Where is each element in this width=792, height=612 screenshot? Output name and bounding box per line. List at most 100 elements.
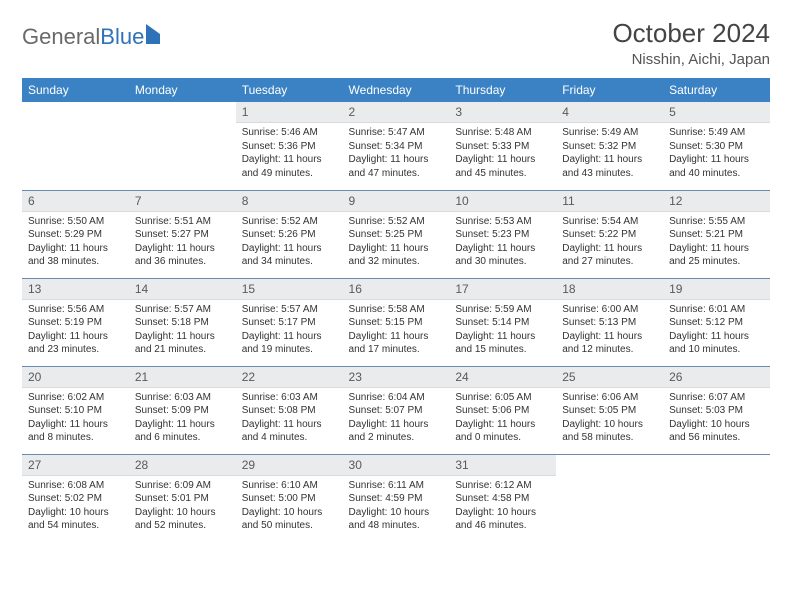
weekday-header: Tuesday	[236, 78, 343, 102]
calendar-day-cell: 25Sunrise: 6:06 AMSunset: 5:05 PMDayligh…	[556, 366, 663, 454]
day-number: 9	[343, 191, 450, 212]
sunrise-line: Sunrise: 6:03 AM	[135, 391, 230, 405]
sunset-line: Sunset: 5:07 PM	[349, 404, 444, 418]
day-number: 18	[556, 279, 663, 300]
day-number: 12	[663, 191, 770, 212]
day-details: Sunrise: 5:59 AMSunset: 5:14 PMDaylight:…	[449, 300, 556, 361]
calendar-day-cell: 5Sunrise: 5:49 AMSunset: 5:30 PMDaylight…	[663, 102, 770, 190]
calendar-day-cell: 4Sunrise: 5:49 AMSunset: 5:32 PMDaylight…	[556, 102, 663, 190]
sunset-line: Sunset: 5:36 PM	[242, 140, 337, 154]
sunrise-line: Sunrise: 5:52 AM	[349, 215, 444, 229]
calendar-day-cell	[556, 454, 663, 542]
sunset-line: Sunset: 5:34 PM	[349, 140, 444, 154]
calendar-day-cell: 24Sunrise: 6:05 AMSunset: 5:06 PMDayligh…	[449, 366, 556, 454]
sunrise-line: Sunrise: 5:51 AM	[135, 215, 230, 229]
sunrise-line: Sunrise: 5:48 AM	[455, 126, 550, 140]
day-number: 24	[449, 367, 556, 388]
daylight-line: Daylight: 11 hours and 45 minutes.	[455, 153, 550, 180]
sunrise-line: Sunrise: 6:08 AM	[28, 479, 123, 493]
day-details: Sunrise: 5:53 AMSunset: 5:23 PMDaylight:…	[449, 212, 556, 273]
sunrise-line: Sunrise: 5:58 AM	[349, 303, 444, 317]
calendar-day-cell: 28Sunrise: 6:09 AMSunset: 5:01 PMDayligh…	[129, 454, 236, 542]
day-number: 1	[236, 102, 343, 123]
calendar-day-cell: 19Sunrise: 6:01 AMSunset: 5:12 PMDayligh…	[663, 278, 770, 366]
daylight-line: Daylight: 11 hours and 0 minutes.	[455, 418, 550, 445]
day-details: Sunrise: 5:49 AMSunset: 5:32 PMDaylight:…	[556, 123, 663, 184]
sunset-line: Sunset: 5:15 PM	[349, 316, 444, 330]
day-details: Sunrise: 6:08 AMSunset: 5:02 PMDaylight:…	[22, 476, 129, 537]
day-number: 10	[449, 191, 556, 212]
sunrise-line: Sunrise: 6:07 AM	[669, 391, 764, 405]
day-number: 7	[129, 191, 236, 212]
day-details: Sunrise: 6:03 AMSunset: 5:09 PMDaylight:…	[129, 388, 236, 449]
daylight-line: Daylight: 10 hours and 48 minutes.	[349, 506, 444, 533]
sunset-line: Sunset: 5:14 PM	[455, 316, 550, 330]
calendar-day-cell: 18Sunrise: 6:00 AMSunset: 5:13 PMDayligh…	[556, 278, 663, 366]
day-number: 28	[129, 455, 236, 476]
day-number: 5	[663, 102, 770, 123]
sunrise-line: Sunrise: 6:00 AM	[562, 303, 657, 317]
sunset-line: Sunset: 5:06 PM	[455, 404, 550, 418]
calendar-day-cell	[663, 454, 770, 542]
daylight-line: Daylight: 11 hours and 8 minutes.	[28, 418, 123, 445]
calendar-day-cell: 12Sunrise: 5:55 AMSunset: 5:21 PMDayligh…	[663, 190, 770, 278]
calendar-day-cell: 26Sunrise: 6:07 AMSunset: 5:03 PMDayligh…	[663, 366, 770, 454]
calendar-day-cell: 31Sunrise: 6:12 AMSunset: 4:58 PMDayligh…	[449, 454, 556, 542]
day-number: 8	[236, 191, 343, 212]
calendar-day-cell: 16Sunrise: 5:58 AMSunset: 5:15 PMDayligh…	[343, 278, 450, 366]
day-details: Sunrise: 6:00 AMSunset: 5:13 PMDaylight:…	[556, 300, 663, 361]
weekday-header: Friday	[556, 78, 663, 102]
day-details: Sunrise: 6:10 AMSunset: 5:00 PMDaylight:…	[236, 476, 343, 537]
sunset-line: Sunset: 5:00 PM	[242, 492, 337, 506]
sunrise-line: Sunrise: 6:03 AM	[242, 391, 337, 405]
calendar-day-cell: 23Sunrise: 6:04 AMSunset: 5:07 PMDayligh…	[343, 366, 450, 454]
sunrise-line: Sunrise: 5:57 AM	[242, 303, 337, 317]
weekday-header-row: Sunday Monday Tuesday Wednesday Thursday…	[22, 78, 770, 102]
day-details: Sunrise: 5:48 AMSunset: 5:33 PMDaylight:…	[449, 123, 556, 184]
day-details: Sunrise: 5:52 AMSunset: 5:26 PMDaylight:…	[236, 212, 343, 273]
day-details: Sunrise: 6:09 AMSunset: 5:01 PMDaylight:…	[129, 476, 236, 537]
calendar-day-cell: 2Sunrise: 5:47 AMSunset: 5:34 PMDaylight…	[343, 102, 450, 190]
daylight-line: Daylight: 11 hours and 19 minutes.	[242, 330, 337, 357]
day-number: 20	[22, 367, 129, 388]
sunrise-line: Sunrise: 6:10 AM	[242, 479, 337, 493]
sunrise-line: Sunrise: 6:06 AM	[562, 391, 657, 405]
weekday-header: Thursday	[449, 78, 556, 102]
day-details: Sunrise: 6:11 AMSunset: 4:59 PMDaylight:…	[343, 476, 450, 537]
calendar-day-cell: 9Sunrise: 5:52 AMSunset: 5:25 PMDaylight…	[343, 190, 450, 278]
month-title: October 2024	[612, 18, 770, 49]
daylight-line: Daylight: 11 hours and 43 minutes.	[562, 153, 657, 180]
day-number: 23	[343, 367, 450, 388]
daylight-line: Daylight: 11 hours and 17 minutes.	[349, 330, 444, 357]
day-details: Sunrise: 5:52 AMSunset: 5:25 PMDaylight:…	[343, 212, 450, 273]
sunset-line: Sunset: 5:13 PM	[562, 316, 657, 330]
sunset-line: Sunset: 5:26 PM	[242, 228, 337, 242]
sunrise-line: Sunrise: 6:09 AM	[135, 479, 230, 493]
sunset-line: Sunset: 5:29 PM	[28, 228, 123, 242]
day-number: 4	[556, 102, 663, 123]
calendar-day-cell: 14Sunrise: 5:57 AMSunset: 5:18 PMDayligh…	[129, 278, 236, 366]
daylight-line: Daylight: 11 hours and 34 minutes.	[242, 242, 337, 269]
day-number: 6	[22, 191, 129, 212]
daylight-line: Daylight: 11 hours and 40 minutes.	[669, 153, 764, 180]
day-number: 17	[449, 279, 556, 300]
day-details: Sunrise: 5:50 AMSunset: 5:29 PMDaylight:…	[22, 212, 129, 273]
daylight-line: Daylight: 11 hours and 27 minutes.	[562, 242, 657, 269]
weekday-header: Monday	[129, 78, 236, 102]
calendar-day-cell: 17Sunrise: 5:59 AMSunset: 5:14 PMDayligh…	[449, 278, 556, 366]
calendar-week-row: 27Sunrise: 6:08 AMSunset: 5:02 PMDayligh…	[22, 454, 770, 542]
daylight-line: Daylight: 11 hours and 23 minutes.	[28, 330, 123, 357]
day-number: 11	[556, 191, 663, 212]
weekday-header: Saturday	[663, 78, 770, 102]
sunset-line: Sunset: 5:32 PM	[562, 140, 657, 154]
sunrise-line: Sunrise: 5:59 AM	[455, 303, 550, 317]
daylight-line: Daylight: 11 hours and 15 minutes.	[455, 330, 550, 357]
calendar-day-cell: 10Sunrise: 5:53 AMSunset: 5:23 PMDayligh…	[449, 190, 556, 278]
sunrise-line: Sunrise: 5:57 AM	[135, 303, 230, 317]
daylight-line: Daylight: 11 hours and 49 minutes.	[242, 153, 337, 180]
sunrise-line: Sunrise: 5:56 AM	[28, 303, 123, 317]
daylight-line: Daylight: 10 hours and 54 minutes.	[28, 506, 123, 533]
day-details: Sunrise: 6:02 AMSunset: 5:10 PMDaylight:…	[22, 388, 129, 449]
day-details: Sunrise: 5:49 AMSunset: 5:30 PMDaylight:…	[663, 123, 770, 184]
daylight-line: Daylight: 11 hours and 2 minutes.	[349, 418, 444, 445]
